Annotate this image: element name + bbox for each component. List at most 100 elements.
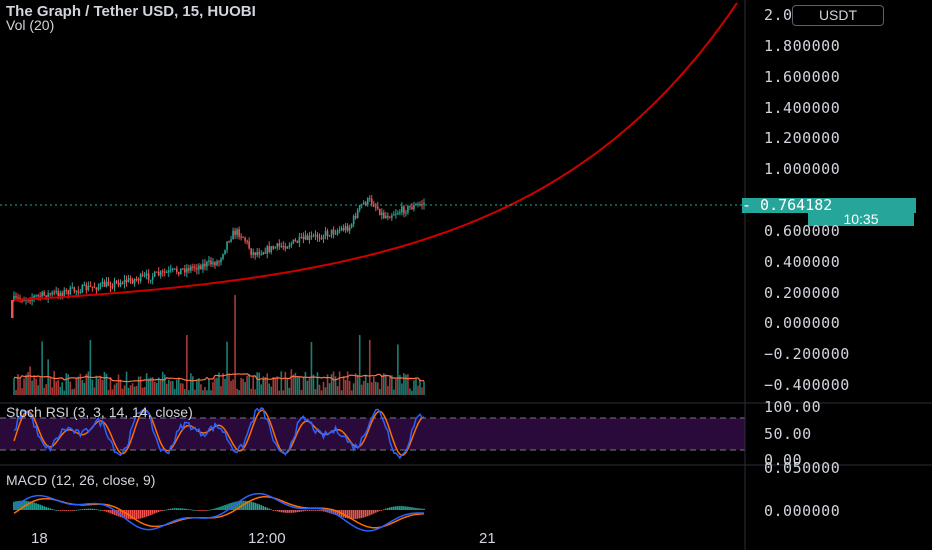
candle-body: [169, 269, 172, 271]
volume-bar: [413, 380, 415, 395]
candle-body: [37, 295, 39, 297]
volume-bar: [198, 378, 200, 395]
volume-bar: [119, 379, 122, 395]
macd-histogram-bar: [165, 509, 168, 511]
volume-bar: [352, 383, 355, 395]
macd-histogram-bar: [178, 508, 180, 510]
macd-histogram-bar: [167, 508, 170, 510]
volume-bar: [298, 376, 301, 395]
macd-histogram-bar: [131, 510, 134, 520]
volume-bar: [155, 382, 158, 395]
volume-bar: [320, 390, 323, 395]
macd-histogram-bar: [391, 506, 393, 510]
volume-bar: [226, 341, 228, 395]
volume-bar: [85, 373, 88, 395]
macd-histogram-bar: [372, 510, 375, 514]
macd-histogram-bar: [411, 507, 413, 510]
macd-histogram-bar: [47, 507, 49, 510]
macd-histogram-bar: [55, 509, 58, 511]
volume-bar: [19, 377, 21, 395]
candle-body: [93, 287, 96, 289]
candle-body: [389, 217, 391, 219]
currency-button[interactable]: USDT: [792, 5, 884, 26]
candle-body: [274, 247, 277, 249]
stoch-band: [0, 418, 745, 450]
volume-bar: [260, 384, 263, 395]
candle-body: [270, 246, 273, 253]
macd-histogram-bar: [413, 507, 415, 510]
volume-bar: [282, 390, 285, 395]
macd-histogram-bar: [268, 508, 271, 510]
volume-bar: [300, 390, 303, 395]
macd-histogram-bar: [385, 508, 387, 510]
stoch-rsi-pane: [0, 417, 745, 451]
candle-body: [364, 202, 367, 205]
volume-bar: [224, 378, 226, 395]
volume-bar: [147, 378, 150, 395]
macd-histogram-bar: [208, 509, 210, 511]
candle-body: [157, 271, 160, 276]
candle-body: [85, 284, 88, 291]
volume-bar: [399, 375, 401, 395]
macd-histogram-bar: [376, 510, 379, 512]
candle-body: [49, 293, 51, 295]
price-axis-label: 1.600000: [764, 68, 841, 86]
macd-histogram-bar: [252, 502, 254, 510]
candle-body: [143, 275, 146, 277]
volume-bar: [405, 374, 407, 395]
candle-body: [71, 287, 74, 289]
candle-body: [15, 296, 17, 298]
macd-histogram-bar: [204, 510, 206, 511]
candle-body: [95, 287, 98, 290]
volume-bar: [250, 388, 252, 395]
macd-histogram-bar: [334, 510, 337, 515]
candle-body: [121, 283, 124, 285]
macd-histogram-bar: [368, 510, 371, 516]
macd-histogram-bar: [405, 506, 407, 510]
volume-bar: [264, 376, 267, 395]
volume-bar: [101, 379, 104, 395]
macd-histogram-bar: [260, 505, 263, 510]
candle-body: [310, 235, 313, 237]
volume-bar: [296, 377, 299, 395]
macd-histogram-bar: [121, 510, 124, 518]
volume-bar: [49, 377, 51, 395]
candle-body: [419, 203, 421, 205]
macd-histogram-bar: [153, 510, 156, 514]
candle-body: [149, 279, 152, 281]
volume-bar: [423, 381, 425, 395]
macd-histogram-bar: [395, 506, 397, 510]
macd-label[interactable]: MACD (12, 26, close, 9): [6, 472, 156, 488]
volume-bar: [244, 381, 246, 395]
macd-histogram-bar: [276, 510, 279, 512]
volume-indicator-label[interactable]: Vol (20): [6, 17, 55, 33]
candle-body: [208, 260, 210, 262]
macd-histogram-bar: [129, 510, 132, 520]
volume-bar: [338, 371, 341, 395]
macd-histogram-bar: [200, 510, 202, 511]
candle-body: [316, 234, 319, 238]
macd-histogram-bar: [169, 508, 172, 510]
macd-histogram-bar: [378, 510, 381, 511]
volume-bar: [73, 388, 76, 395]
candle-body: [298, 237, 301, 243]
volume-bar: [43, 387, 45, 395]
volume-bar: [397, 344, 399, 395]
candle-body: [324, 231, 327, 237]
candle-body: [320, 238, 323, 240]
candle-body: [328, 235, 331, 237]
volume-bar: [89, 340, 92, 395]
stoch-rsi-label[interactable]: Stoch RSI (3, 3, 14, 14, close): [6, 404, 193, 420]
volume-bar: [326, 374, 329, 395]
volume-bar: [67, 374, 70, 395]
candle-body: [326, 231, 329, 236]
candle-body: [45, 295, 47, 299]
macd-histogram-bar: [344, 510, 347, 518]
volume-bar: [368, 340, 371, 395]
macd-histogram-bar: [139, 510, 142, 519]
candle-body: [407, 205, 409, 213]
macd-histogram-bar: [360, 510, 363, 519]
volume-bar: [276, 376, 279, 395]
candle-body: [123, 279, 126, 284]
